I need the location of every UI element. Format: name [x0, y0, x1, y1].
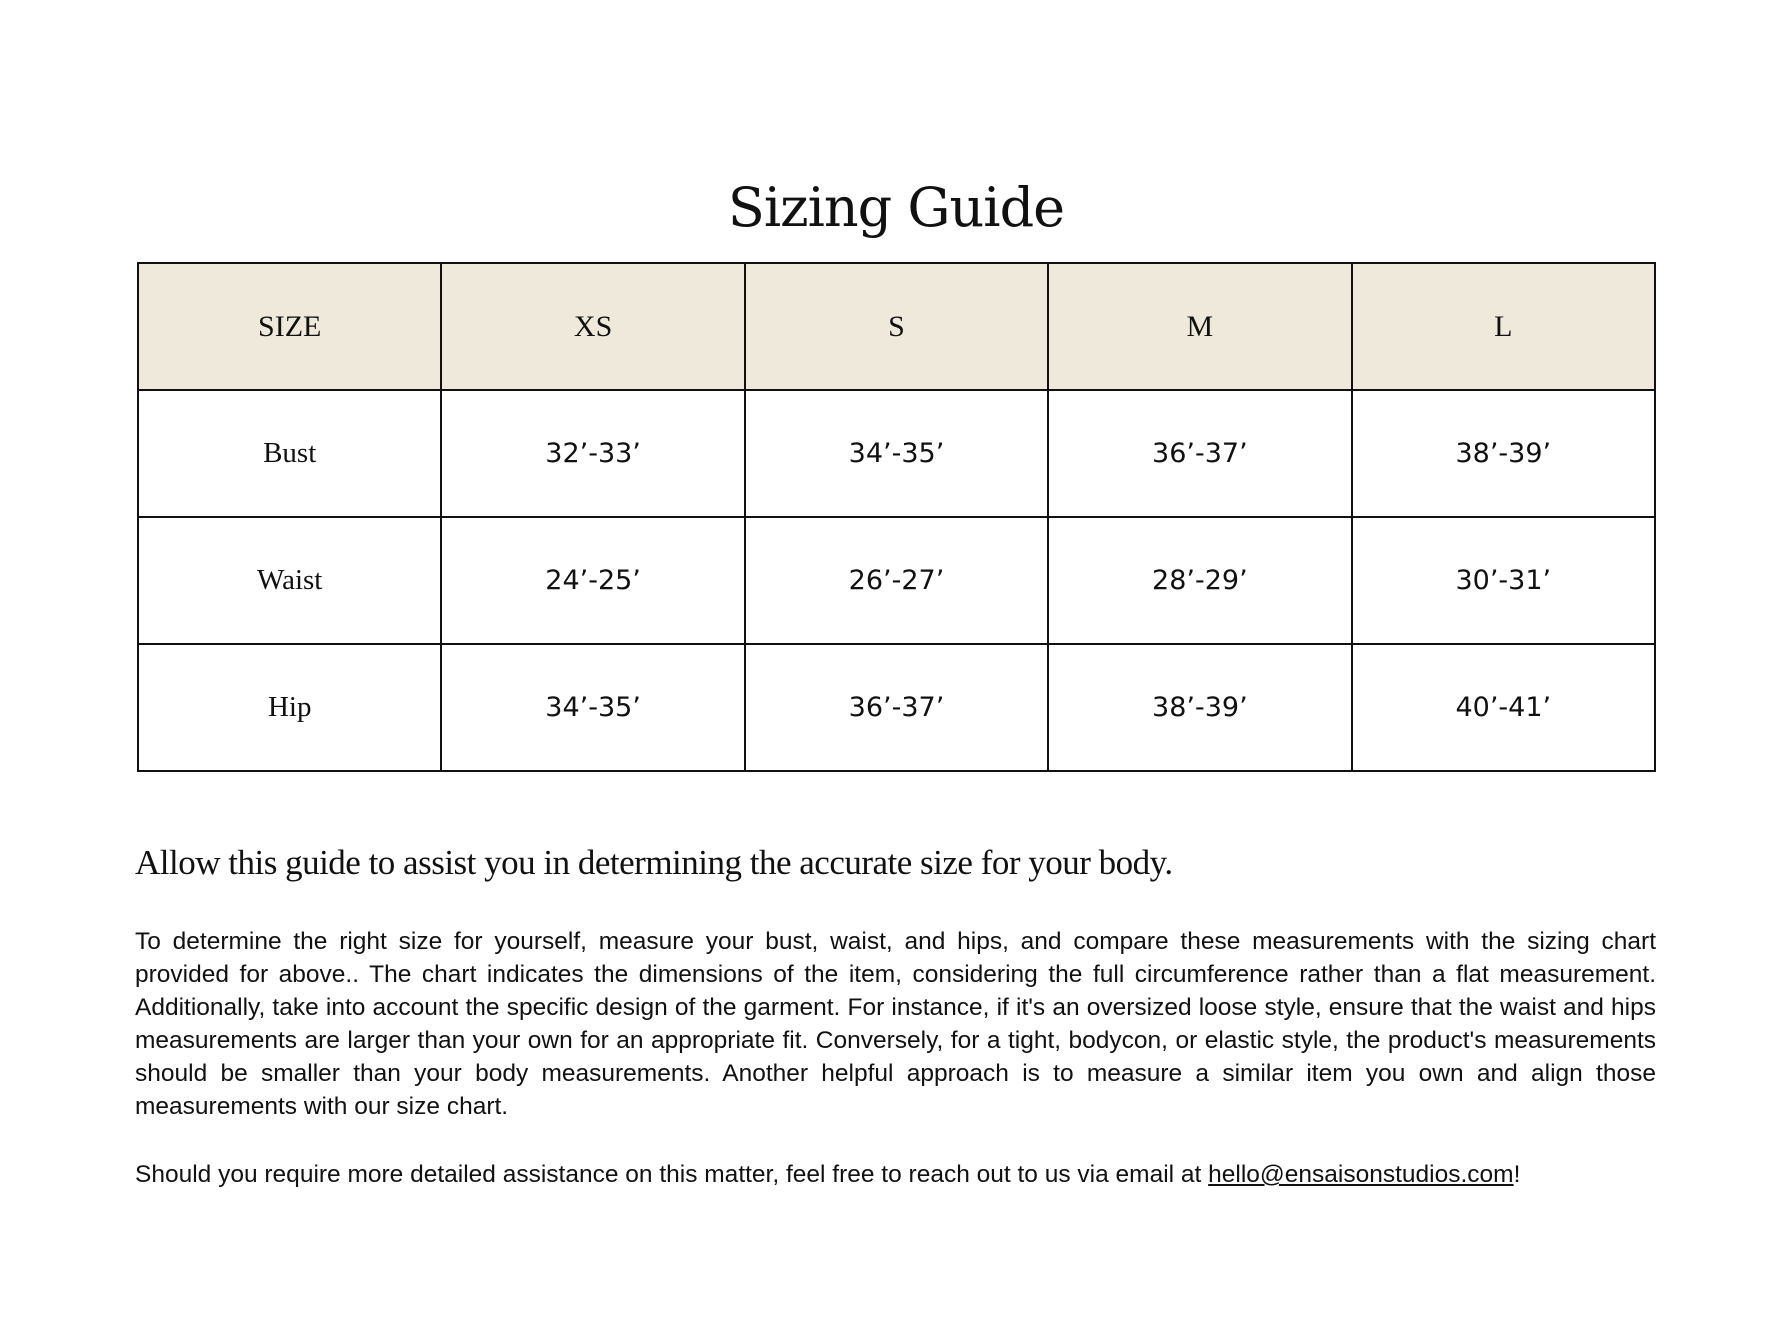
table-cell: 40’-41’: [1350, 643, 1657, 772]
table-cell: 26’-27’: [743, 516, 1050, 645]
header-cell: L: [1350, 262, 1657, 391]
instructions-paragraph: To determine the right size for yourself…: [135, 928, 1656, 1120]
header-cell: S: [743, 262, 1050, 391]
table-row: Waist 24’-25’ 26’-27’ 28’-29’ 30’-31’: [136, 516, 1657, 645]
table-cell: 24’-25’: [440, 516, 746, 645]
table-cell: 30’-31’: [1350, 516, 1657, 645]
table-cell: 38’-39’: [1350, 389, 1657, 518]
sizing-table: SIZE XS S M L Bust 32’-33’ 34’-35’ 36’-3…: [136, 262, 1657, 772]
page-title: Sizing Guide: [727, 176, 1065, 240]
table-header-row: SIZE XS S M L: [136, 262, 1657, 391]
table-cell: 32’-33’: [440, 389, 746, 518]
header-cell: M: [1047, 262, 1353, 391]
table-cell: 34’-35’: [743, 389, 1050, 518]
email-link[interactable]: hello@ensaisonstudios.com: [1208, 1161, 1514, 1188]
table-cell: 36’-37’: [743, 643, 1050, 772]
header-cell: XS: [440, 262, 746, 391]
subheading: Allow this guide to assist you in determ…: [135, 843, 1173, 882]
row-label: Hip: [136, 643, 443, 772]
contact-paragraph: Should you require more detailed assista…: [135, 1158, 1656, 1191]
table-row: Bust 32’-33’ 34’-35’ 36’-37’ 38’-39’: [136, 389, 1657, 518]
table-cell: 28’-29’: [1047, 516, 1353, 645]
table-row: Hip 34’-35’ 36’-37’ 38’-39’ 40’-41’: [136, 643, 1657, 772]
contact-text: Should you require more detailed assista…: [135, 1161, 1209, 1188]
row-label: Bust: [136, 389, 443, 518]
table-cell: 34’-35’: [440, 643, 746, 772]
table-cell: 38’-39’: [1047, 643, 1353, 772]
contact-suffix: !: [1513, 1161, 1521, 1188]
row-label: Waist: [136, 516, 443, 645]
table-cell: 36’-37’: [1047, 389, 1353, 518]
header-cell: SIZE: [136, 262, 443, 391]
